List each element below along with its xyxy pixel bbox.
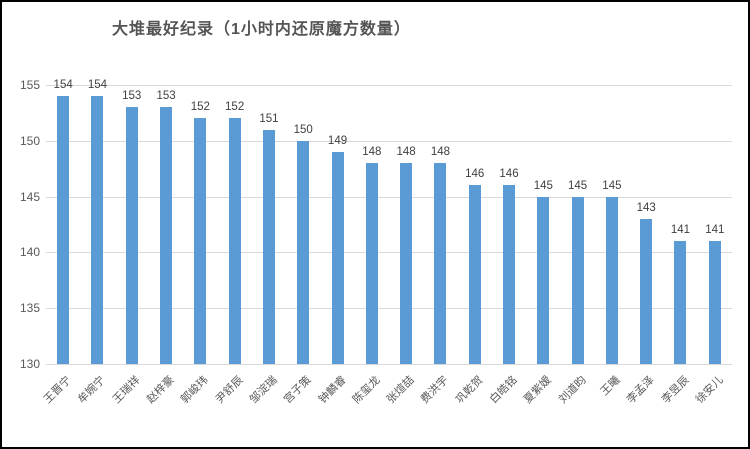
x-axis-label: 巩乾贺	[453, 374, 486, 406]
x-axis-label: 赵梓豪	[144, 374, 177, 406]
bar-group: 148 张煊喆	[385, 85, 423, 406]
bar-group: 150 宫子策	[282, 85, 320, 406]
value-label: 146	[465, 168, 485, 181]
chart-title: 大堆最好纪录（1小时内还原魔方数量）	[112, 21, 411, 38]
bar-group: 141 李昱辰	[659, 85, 697, 406]
gridline-135	[46, 308, 732, 310]
value-label: 143	[636, 201, 656, 214]
bar-group: 151 邹淀瑞	[248, 85, 286, 406]
value-label: 145	[602, 179, 622, 192]
bar-group: 149 钟麟睿	[316, 85, 354, 406]
x-axis-label: 牟婉宁	[76, 374, 109, 406]
bar-group: 141 徐安儿	[694, 85, 732, 406]
x-axis-label: 宫子策	[282, 374, 314, 406]
bar-group: 145 夏紫嫒	[522, 85, 560, 406]
value-label: 153	[156, 90, 176, 103]
x-axis-label: 刘道昀	[556, 374, 589, 406]
value-label: 141	[670, 224, 691, 237]
bar-group: 152 郭峻玮	[179, 85, 217, 405]
bar	[674, 241, 687, 364]
y-tick-label-140: 140	[19, 245, 40, 260]
bar	[297, 140, 310, 364]
gridline-145	[46, 196, 732, 198]
x-axis-label: 夏紫嫒	[522, 374, 554, 406]
bar-group: 148 陈玺龙	[351, 85, 389, 406]
bar	[365, 163, 378, 364]
y-tick-label-145: 145	[19, 189, 40, 204]
bar	[262, 129, 275, 364]
bar	[194, 118, 207, 364]
x-axis-label: 钟麟睿	[316, 374, 349, 406]
bar-group: 148 费洪宇	[419, 85, 457, 406]
bar	[331, 151, 344, 364]
value-label: 152	[190, 101, 210, 114]
gridline-130	[46, 364, 732, 365]
x-axis-label: 徐安儿	[693, 374, 726, 406]
x-axis-label: 王曦	[598, 374, 623, 399]
bar	[605, 196, 618, 364]
bar	[571, 196, 584, 364]
x-axis-label: 郭峻玮	[179, 374, 211, 406]
x-axis-label: 张煊喆	[384, 374, 417, 406]
bar	[537, 196, 550, 364]
x-axis-label: 邹淀瑞	[247, 374, 280, 406]
value-label: 150	[293, 123, 313, 136]
value-label: 152	[225, 101, 245, 114]
x-axis-label: 费洪宇	[419, 374, 452, 406]
bar	[708, 241, 721, 364]
y-tick-label-155: 155	[19, 78, 40, 92]
bar-group: 146 巩乾贺	[454, 85, 492, 405]
y-tick-label-150: 150	[19, 133, 40, 148]
value-label: 145	[533, 179, 553, 192]
x-axis-label: 王瑞祥	[110, 374, 143, 406]
x-axis-label: 陈玺龙	[350, 374, 383, 406]
value-label: 141	[705, 224, 725, 237]
value-label: 145	[568, 179, 588, 192]
x-axis-label: 李孟泽	[624, 374, 657, 406]
value-label: 148	[430, 146, 450, 159]
bars-container: 154 王晋宁 154 牟婉宁 153 王瑞祥 153 赵梓豪 152 郭峻玮 152 尹舒辰 151 邹…	[42, 79, 732, 406]
value-label: 146	[499, 168, 519, 181]
bar	[125, 107, 138, 364]
bar	[434, 163, 447, 364]
x-axis-label: 李昱辰	[659, 374, 692, 406]
bar	[91, 96, 104, 364]
bar	[57, 96, 70, 364]
bar	[468, 185, 481, 364]
x-axis-label: 王晋宁	[41, 374, 74, 406]
plot-area: 154 王晋宁 154 牟婉宁 153 王瑞祥 153 赵梓豪 152 郭峻玮 152 尹舒辰 151 邹…	[42, 79, 732, 406]
value-label: 149	[327, 134, 348, 147]
bar-group: 145 刘道昀	[556, 85, 594, 406]
value-label: 154	[53, 79, 73, 92]
bar-group: 152 尹舒辰	[213, 85, 251, 405]
x-axis-label: 尹舒辰	[213, 374, 246, 406]
bar-group: 153 王瑞祥	[111, 85, 149, 406]
bar	[400, 163, 413, 364]
bar-group: 153 赵梓豪	[145, 85, 183, 406]
value-label: 153	[122, 90, 142, 103]
y-tick-label-135: 135	[19, 301, 40, 316]
bar	[503, 185, 515, 364]
bar	[228, 118, 241, 364]
y-tick-label-130: 130	[19, 357, 40, 371]
bar	[640, 218, 653, 364]
bar-group: 145 王曦	[595, 85, 629, 399]
value-label: 148	[362, 146, 382, 159]
bar-group: 154 王晋宁	[42, 79, 80, 406]
bar-group: 143 李孟泽	[625, 85, 663, 406]
bar-group: 154 牟婉宁	[76, 79, 114, 406]
value-label: 154	[87, 79, 108, 92]
value-label: 151	[259, 112, 279, 125]
gridline-155	[46, 85, 732, 86]
x-axis-label: 白皓铭	[487, 374, 520, 406]
gridline-140	[46, 252, 732, 254]
gridline-150	[46, 140, 732, 142]
bar-group: 146 白皓铭	[488, 85, 526, 405]
bar	[160, 107, 173, 364]
value-label: 148	[396, 146, 416, 159]
